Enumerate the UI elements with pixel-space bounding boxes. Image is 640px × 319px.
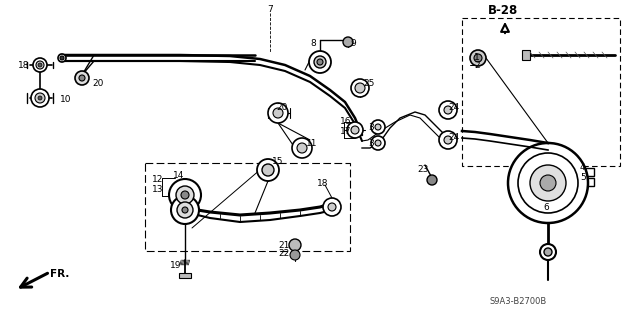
Circle shape <box>444 106 452 114</box>
Circle shape <box>292 138 312 158</box>
Text: 16: 16 <box>340 117 351 127</box>
Text: 20: 20 <box>276 103 287 113</box>
Circle shape <box>540 244 556 260</box>
Text: 3: 3 <box>368 138 374 147</box>
Text: 23: 23 <box>417 166 428 174</box>
Circle shape <box>444 136 452 144</box>
Circle shape <box>79 75 85 81</box>
Text: 1: 1 <box>474 53 480 62</box>
Circle shape <box>38 96 42 100</box>
Bar <box>179 273 191 278</box>
Circle shape <box>375 124 381 130</box>
Circle shape <box>540 175 556 191</box>
Text: 13: 13 <box>152 184 163 194</box>
Circle shape <box>470 50 486 66</box>
Text: 2: 2 <box>474 61 479 70</box>
Circle shape <box>181 191 189 199</box>
Circle shape <box>328 203 336 211</box>
Circle shape <box>60 56 64 60</box>
Circle shape <box>351 126 359 134</box>
Circle shape <box>177 202 193 218</box>
Bar <box>522 50 530 60</box>
Text: 18: 18 <box>317 179 328 188</box>
Text: 24: 24 <box>448 102 460 112</box>
Circle shape <box>427 175 437 185</box>
Text: 25: 25 <box>363 78 374 87</box>
Text: 19: 19 <box>170 262 182 271</box>
Text: 22: 22 <box>278 249 289 258</box>
Circle shape <box>508 143 588 223</box>
Circle shape <box>343 37 353 47</box>
Circle shape <box>171 196 199 224</box>
Circle shape <box>544 248 552 256</box>
Text: 20: 20 <box>92 79 104 88</box>
Circle shape <box>257 159 279 181</box>
Circle shape <box>439 131 457 149</box>
Circle shape <box>439 101 457 119</box>
Circle shape <box>182 207 188 213</box>
Circle shape <box>268 103 288 123</box>
Bar <box>582 178 594 186</box>
Circle shape <box>375 140 381 146</box>
Text: S9A3-B2700B: S9A3-B2700B <box>490 298 547 307</box>
Bar <box>582 168 594 176</box>
Circle shape <box>351 79 369 97</box>
Text: 24: 24 <box>448 133 460 143</box>
Circle shape <box>309 51 331 73</box>
Text: 15: 15 <box>272 158 284 167</box>
Text: 21: 21 <box>278 241 289 249</box>
Circle shape <box>31 89 49 107</box>
Text: 11: 11 <box>306 138 317 147</box>
Text: 3: 3 <box>368 122 374 131</box>
Text: B-28: B-28 <box>488 4 518 18</box>
Circle shape <box>347 122 363 138</box>
Circle shape <box>371 136 385 150</box>
Circle shape <box>290 250 300 260</box>
Circle shape <box>314 56 326 68</box>
Text: 4: 4 <box>580 164 586 173</box>
Circle shape <box>169 179 201 211</box>
Circle shape <box>289 239 301 251</box>
Text: 7: 7 <box>267 4 273 13</box>
Circle shape <box>33 58 47 72</box>
Circle shape <box>176 186 194 204</box>
Bar <box>145 163 350 251</box>
Text: 8: 8 <box>310 39 316 48</box>
Text: 6: 6 <box>543 203 548 211</box>
Bar <box>462 18 620 166</box>
Circle shape <box>273 108 283 118</box>
Circle shape <box>518 153 578 213</box>
Circle shape <box>317 59 323 65</box>
Circle shape <box>75 71 89 85</box>
Circle shape <box>35 93 45 103</box>
Text: 10: 10 <box>60 95 72 105</box>
Circle shape <box>323 198 341 216</box>
Circle shape <box>58 54 66 62</box>
Text: 5: 5 <box>580 174 586 182</box>
Text: FR.: FR. <box>50 269 69 279</box>
Text: 9: 9 <box>350 39 356 48</box>
Text: 14: 14 <box>173 172 184 181</box>
Circle shape <box>262 164 274 176</box>
Text: 12: 12 <box>152 175 163 184</box>
Circle shape <box>297 143 307 153</box>
Circle shape <box>38 63 42 67</box>
Circle shape <box>474 54 482 62</box>
Text: 18: 18 <box>18 62 29 70</box>
Circle shape <box>530 165 566 201</box>
Circle shape <box>36 61 44 69</box>
Circle shape <box>371 120 385 134</box>
Circle shape <box>355 83 365 93</box>
Text: 17: 17 <box>340 127 351 136</box>
